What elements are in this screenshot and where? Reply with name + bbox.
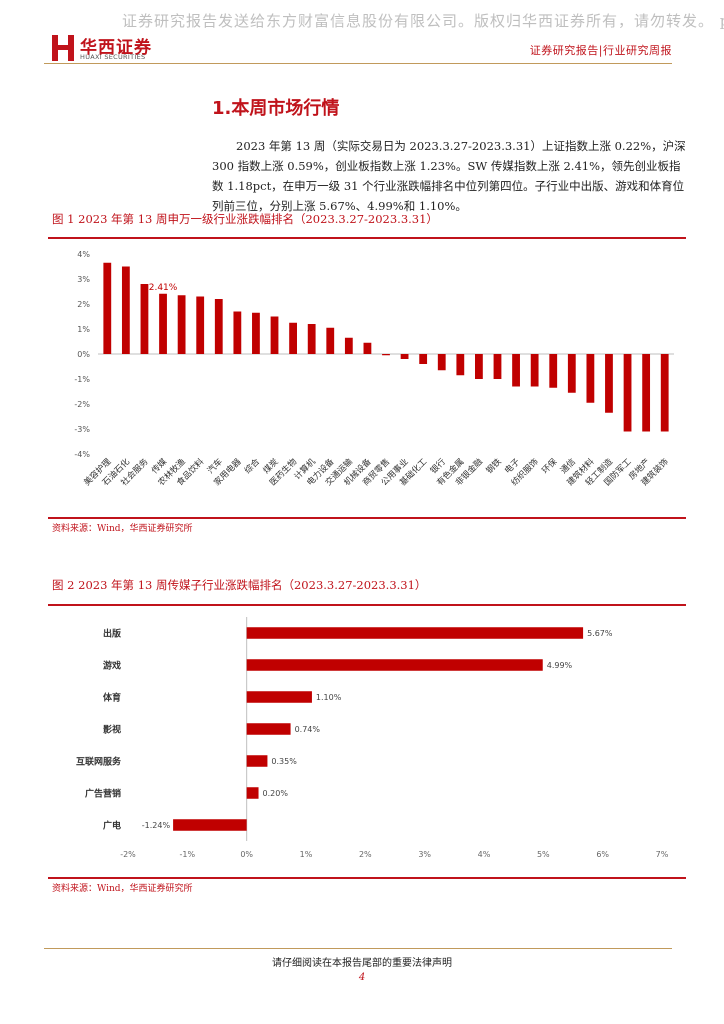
brand-name: 华西证券 (80, 38, 152, 58)
bar (400, 354, 409, 359)
bar (493, 354, 502, 379)
bar (246, 691, 312, 703)
y-tick-label: 2% (77, 300, 90, 309)
bar (177, 295, 186, 354)
x-tick-label: 钢铁 (484, 456, 504, 476)
bar (382, 354, 390, 356)
x-tick-label: 环保 (540, 456, 560, 476)
y-tick-label: 出版 (103, 628, 121, 640)
footer-divider (44, 948, 672, 949)
bar (307, 324, 316, 354)
x-tick-label: 5% (537, 850, 550, 859)
x-tick-label: 4% (478, 850, 491, 859)
bar (246, 723, 291, 735)
body-paragraph: 2023 年第 13 周（实际交易日为 2023.3.27-2023.3.31）… (212, 139, 686, 213)
bar (121, 266, 130, 354)
footer-disclaimer: 请仔细阅读在本报告尾部的重要法律声明 (272, 958, 452, 969)
bar (270, 316, 279, 354)
figure-1-top-rule (48, 237, 686, 239)
bar (363, 342, 372, 354)
figure-2-bottom-rule (48, 877, 686, 879)
y-tick-label: 影视 (103, 724, 121, 736)
x-tick-label: 7% (656, 850, 669, 859)
header-divider (44, 63, 672, 64)
data-label: 0.20% (263, 789, 289, 798)
page-number: 4 (358, 972, 366, 983)
bar (246, 755, 268, 767)
data-label: 1.10% (316, 693, 342, 702)
bar (530, 354, 539, 387)
bar (252, 312, 260, 354)
y-tick-label: -3% (74, 425, 90, 434)
x-tick-label: 2% (359, 850, 372, 859)
figure-1-source: 资料来源：Wind，华西证券研究所 (52, 524, 193, 534)
bar (419, 354, 428, 364)
bar (660, 354, 669, 432)
y-tick-label: 1% (77, 325, 90, 334)
data-label: 4.99% (547, 661, 573, 670)
bar (196, 296, 205, 354)
x-tick-label: 1% (300, 850, 313, 859)
y-tick-label: -1% (74, 375, 90, 384)
bar (437, 354, 446, 371)
bar (246, 787, 259, 799)
x-tick-label: -2% (120, 850, 136, 859)
y-tick-label: 游戏 (103, 660, 121, 672)
bar (214, 299, 223, 354)
bar (246, 627, 584, 639)
y-tick-label: 广告营销 (85, 788, 121, 800)
data-label: 0.74% (295, 725, 321, 734)
y-tick-label: 3% (77, 275, 90, 284)
bar (246, 659, 543, 671)
bar (344, 337, 353, 354)
data-label: 2.41% (149, 283, 178, 293)
bar (512, 354, 520, 387)
y-tick-label: 互联网服务 (76, 756, 122, 768)
brand-name-en: HUAXI SECURITIES (80, 53, 146, 61)
y-tick-label: -4% (74, 450, 90, 459)
x-tick-label: 3% (418, 850, 431, 859)
bar (159, 293, 167, 354)
bar (173, 819, 247, 831)
x-tick-label: 0% (240, 850, 253, 859)
bar (456, 354, 465, 376)
section-title: 1.本周市场行情 (212, 98, 340, 119)
x-tick-label: -1% (180, 850, 196, 859)
x-tick-label: 综合 (242, 456, 262, 476)
bar (233, 311, 242, 354)
figure-2-top-rule (48, 604, 686, 606)
bar (605, 354, 613, 413)
bar (103, 262, 112, 354)
bar (326, 327, 335, 354)
bar (549, 354, 558, 388)
chart-media-subindustry-ranking: -2% -1% 0% 1% 2% 3% 4% 5% 6% 7% 出版 5.67% 游戏 4.99% 体育 1.… (76, 617, 669, 859)
figure-1-bottom-rule (48, 517, 686, 519)
bar (140, 284, 149, 354)
bar (567, 354, 576, 393)
watermark-text: 证券研究报告发送给东方财富信息股份有限公司。版权归华西证券所有，请勿转发。 p (122, 12, 724, 30)
y-tick-label: 体育 (103, 692, 121, 704)
report-type: 证券研究报告|行业研究周报 (529, 44, 672, 57)
figure-2-source: 资料来源：Wind，华西证券研究所 (52, 884, 193, 894)
figure-2-title: 图 2 2023 年第 13 周传媒子行业涨跌幅排名（2023.3.27-202… (52, 578, 427, 592)
data-label: 0.35% (271, 757, 297, 766)
data-label: -1.24% (142, 821, 171, 830)
huaxi-logo-icon (52, 35, 74, 61)
y-tick-label: 广电 (103, 820, 121, 832)
y-tick-label: 4% (77, 250, 90, 259)
bar (586, 354, 595, 403)
bar (623, 354, 632, 432)
x-tick-label: 6% (596, 850, 609, 859)
y-tick-label: -2% (74, 400, 90, 409)
bar (289, 322, 297, 354)
y-tick-label: 0% (77, 350, 90, 359)
figure-1-title: 图 1 2023 年第 13 周申万一级行业涨跌幅排名（2023.3.27-20… (52, 212, 438, 226)
bar (475, 354, 483, 379)
bar (642, 354, 651, 432)
data-label: 5.67% (587, 629, 613, 638)
